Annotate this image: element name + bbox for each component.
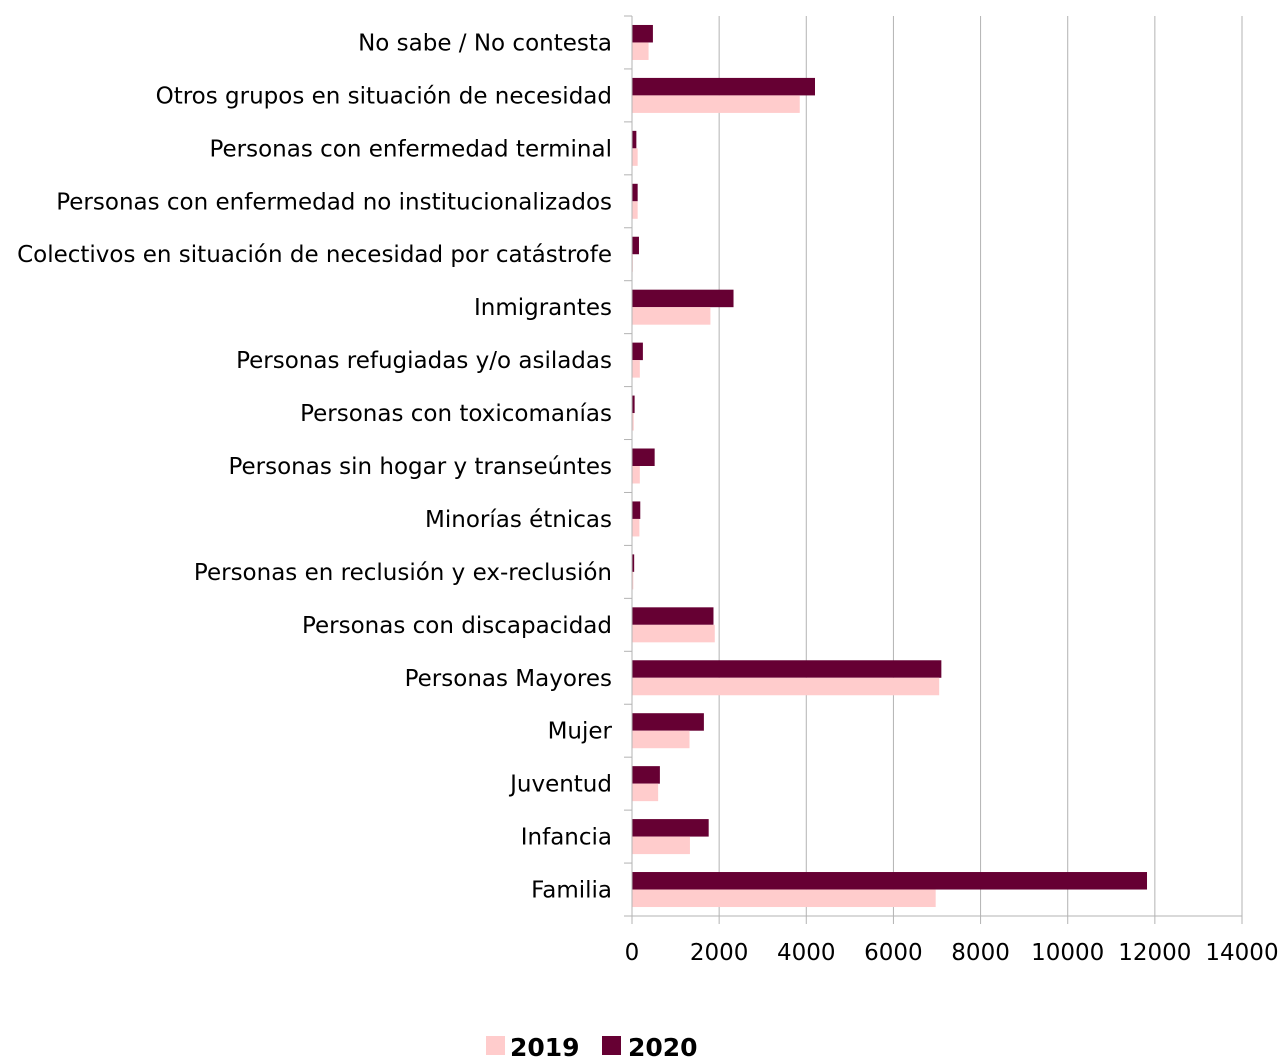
x-tick-label: 4000 (777, 940, 836, 966)
bar-2019 (632, 624, 715, 643)
bar-2019 (632, 42, 649, 60)
bar-2020 (632, 77, 815, 96)
legend: 2019 2020 (486, 1033, 698, 1057)
category-label: No sabe / No contesta (358, 30, 612, 56)
bar-2020 (632, 448, 655, 466)
gridlines (718, 16, 1243, 916)
bar-2020 (632, 289, 734, 308)
x-tick-labels: 0 2000 4000 6000 8000 10000 12000 14000 (625, 940, 1279, 966)
bar-2019 (632, 466, 640, 484)
category-label: Personas sin hogar y transeúntes (228, 454, 612, 480)
bar-2020 (632, 872, 1148, 890)
bar-2019 (632, 360, 640, 378)
x-tick-label: 0 (625, 940, 640, 966)
bar-2020 (632, 660, 942, 678)
bar-2020 (632, 130, 637, 149)
x-tick-label: 8000 (951, 940, 1010, 966)
category-label: Personas en reclusión y ex-reclusión (194, 560, 612, 586)
bar-2019 (632, 836, 690, 855)
bar-2020 (632, 342, 643, 361)
bar-2020 (632, 554, 635, 572)
category-label: Infancia (521, 825, 612, 851)
category-label: Colectivos en situación de necesidad por… (17, 242, 612, 268)
bar-2020 (632, 713, 704, 731)
bar-2019 (632, 518, 640, 537)
bar-2020 (632, 501, 641, 519)
bar-2019 (632, 148, 638, 166)
bar-2020 (632, 395, 635, 414)
bar-2019 (632, 307, 711, 325)
category-label: Otros grupos en situación de necesidad (156, 83, 612, 109)
category-label: Juventud (508, 772, 612, 798)
bar-2020 (632, 236, 639, 255)
bar-2020 (632, 24, 653, 43)
bar-2020 (632, 819, 709, 837)
category-label: Minorías étnicas (425, 507, 612, 533)
bar-2019 (632, 889, 936, 908)
bar-2020 (632, 607, 714, 625)
bar-2020 (632, 766, 660, 784)
category-labels: No sabe / No contesta Otros grupos en sit… (17, 30, 612, 903)
bar-2019 (632, 413, 634, 431)
bar-2019 (632, 571, 634, 590)
category-label: Personas Mayores (405, 666, 612, 692)
category-label: Personas con discapacidad (302, 613, 612, 639)
bar-2019 (632, 95, 800, 113)
x-tick-label: 6000 (864, 940, 923, 966)
bar-2019 (632, 201, 638, 219)
x-tick-label: 10000 (1031, 940, 1104, 966)
bar-2019 (632, 677, 940, 696)
legend-label-2020: 2020 (628, 1033, 698, 1057)
category-label: Personas con enfermedad no institucional… (56, 189, 612, 215)
legend-label-2019: 2019 (510, 1033, 580, 1057)
category-label: Inmigrantes (474, 295, 612, 321)
category-label: Personas con toxicomanías (300, 401, 612, 427)
category-label: Personas con enfermedad terminal (209, 136, 612, 162)
x-tick-label: 2000 (690, 940, 749, 966)
bar-2019 (632, 730, 690, 749)
bars (632, 24, 1148, 908)
x-tick-label: 12000 (1118, 940, 1191, 966)
axes (624, 15, 1243, 924)
bar-2019 (632, 783, 659, 802)
legend-swatch-2020 (602, 1036, 621, 1055)
category-label: Mujer (548, 719, 613, 745)
legend-swatch-2019 (486, 1036, 505, 1055)
x-tick-label: 14000 (1205, 940, 1278, 966)
category-label: Personas refugiadas y/o asiladas (236, 348, 612, 374)
bar-2020 (632, 183, 638, 202)
category-label: Familia (531, 878, 612, 904)
